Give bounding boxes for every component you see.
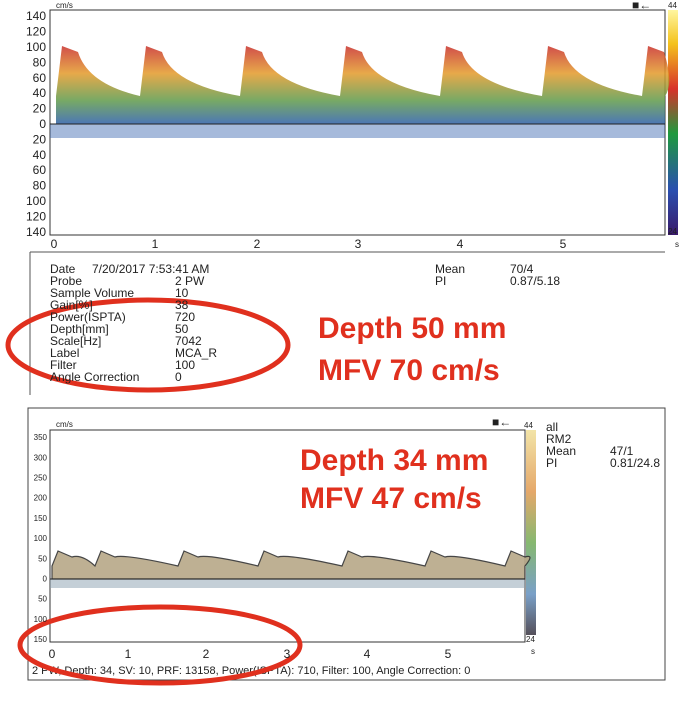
y-tick-label: 300 — [34, 453, 48, 462]
x-tick-label: 0 — [49, 647, 56, 661]
x-unit: s — [675, 240, 679, 249]
x-tick-label: 5 — [445, 647, 452, 661]
info-value: 2 PW — [175, 274, 205, 288]
annotation: MFV 70 cm/s — [318, 354, 500, 387]
x-tick-label: 4 — [364, 647, 371, 661]
info-value: 50 — [175, 322, 189, 336]
x-unit: s — [531, 647, 535, 656]
annotation: Depth 50 mm — [318, 312, 506, 345]
bottom-reverse-band — [50, 579, 525, 588]
scale-bottom: 24 — [526, 635, 535, 644]
x-tick-label: 2 — [254, 237, 261, 251]
y-tick-label: 0 — [43, 575, 48, 584]
info-value: 10 — [175, 286, 189, 300]
info-label: Gain[%] — [50, 298, 93, 312]
y-tick-label: 80 — [33, 55, 47, 69]
info-label: Depth[mm] — [50, 322, 109, 336]
date-value: 7/20/2017 7:53:41 AM — [92, 262, 209, 276]
y-tick-label: 200 — [34, 494, 48, 503]
top-color-bar — [668, 10, 678, 235]
info-label: Mean — [435, 262, 465, 276]
x-tick-label: 1 — [152, 237, 159, 251]
annotation: Depth 34 mm — [300, 444, 488, 477]
info-value: 0.81/24.8 — [610, 456, 660, 470]
y-tick-label: 20 — [33, 102, 47, 116]
x-tick-label: 0 — [51, 237, 58, 251]
x-tick-label: 4 — [457, 237, 464, 251]
info-value: 47/1 — [610, 444, 634, 458]
y-tick-label: 140 — [26, 225, 46, 239]
y-tick-label: 150 — [34, 514, 48, 523]
bottom-spectrum — [51, 550, 531, 580]
y-tick-label: 40 — [33, 86, 47, 100]
date-label: Date — [50, 262, 76, 276]
y-tick-label: 60 — [33, 163, 47, 177]
marker: ■← — [492, 415, 511, 429]
scale-top: 44 — [668, 1, 677, 10]
x-tick-label: 2 — [203, 647, 210, 661]
y-tick-label: 80 — [33, 179, 47, 193]
y-tick-label: 40 — [33, 148, 47, 162]
y-tick-label: 50 — [38, 595, 47, 604]
highlight-ellipse — [17, 604, 303, 686]
info-label: Filter — [50, 358, 77, 372]
info-label: Angle Correction — [50, 370, 139, 384]
info-value: 100 — [175, 358, 195, 372]
side-label: RM2 — [546, 432, 572, 446]
annotation: MFV 47 cm/s — [300, 482, 482, 515]
y-tick-label: 50 — [38, 554, 47, 563]
x-tick-label: 5 — [560, 237, 567, 251]
y-tick-label: 20 — [33, 132, 47, 146]
x-tick-label: 3 — [355, 237, 362, 251]
caption: 2 PW, Depth: 34, SV: 10, PRF: 13158, Pow… — [32, 665, 470, 677]
y-tick-label: 60 — [33, 71, 47, 85]
y-tick-label: 350 — [34, 433, 48, 442]
y-tick-label: 120 — [26, 25, 46, 39]
y-tick-label: 150 — [34, 635, 48, 644]
info-value: 7042 — [175, 334, 202, 348]
bottom-color-bar — [526, 430, 536, 635]
info-value: 0.87/5.18 — [510, 274, 560, 288]
y-tick-label: 100 — [26, 194, 46, 208]
y-tick-label: 100 — [26, 40, 46, 54]
info-value: 38 — [175, 298, 189, 312]
info-label: Label — [50, 346, 79, 360]
x-tick-label: 1 — [125, 647, 132, 661]
unit: cm/s — [56, 1, 73, 10]
info-label: Scale[Hz] — [50, 334, 101, 348]
info-value: 70/4 — [510, 262, 534, 276]
y-tick-label: 250 — [34, 474, 48, 483]
y-tick-label: 100 — [34, 534, 48, 543]
info-label: Mean — [546, 444, 576, 458]
highlight-ellipse — [5, 297, 291, 393]
scale-bottom: 24 — [668, 227, 677, 236]
top-reverse-band — [50, 124, 665, 138]
info-value: 0 — [175, 370, 182, 384]
y-tick-label: 100 — [34, 615, 48, 624]
info-label: Power(ISPTA) — [50, 310, 126, 324]
scale-top: 44 — [524, 421, 533, 430]
y-tick-label: 0 — [39, 117, 46, 131]
y-tick-label: 140 — [26, 9, 46, 23]
info-label: Probe — [50, 274, 82, 288]
info-value: MCA_R — [175, 346, 217, 360]
info-label: PI — [546, 456, 557, 470]
info-value: 720 — [175, 310, 195, 324]
info-label: PI — [435, 274, 446, 288]
x-tick-label: 3 — [284, 647, 291, 661]
unit: cm/s — [56, 420, 73, 429]
side-label: all — [546, 420, 558, 434]
info-label: Sample Volume — [50, 286, 134, 300]
top-spectrum — [56, 46, 670, 124]
marker: ■← — [632, 0, 651, 12]
y-tick-label: 120 — [26, 209, 46, 223]
